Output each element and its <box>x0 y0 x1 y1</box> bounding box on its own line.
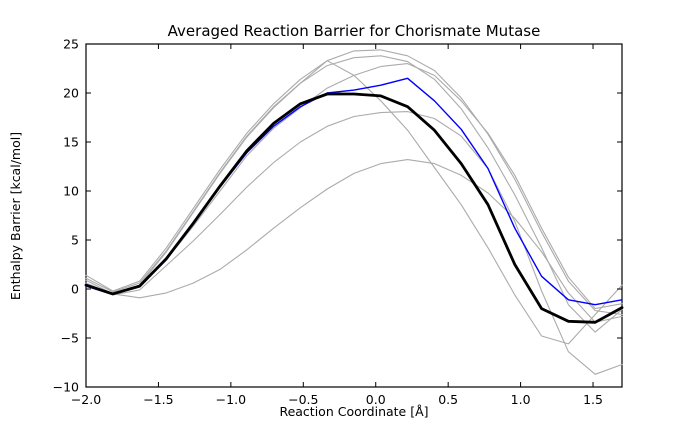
x-tick-label: 1.5 <box>583 392 603 407</box>
y-tick-label: −5 <box>61 331 79 346</box>
x-tick-label: 0.5 <box>438 392 458 407</box>
x-axis-label: Reaction Coordinate [Å] <box>279 404 428 419</box>
plot-area-frame <box>85 43 623 388</box>
y-tick-label: 25 <box>63 37 79 52</box>
y-tick-label: 0 <box>71 282 79 297</box>
series-line-individual-run-3 <box>85 60 623 345</box>
x-tick-label: −0.5 <box>288 392 318 407</box>
series-line-individual-run-6 <box>85 159 623 323</box>
y-axis-label: Enthalpy Barrier [kcal/mol] <box>8 132 23 300</box>
y-tick-label: 20 <box>63 86 79 101</box>
x-tick-label: −2.0 <box>71 392 101 407</box>
series-line-highlighted-run <box>85 77 623 306</box>
series-lines <box>84 49 624 375</box>
x-tick-label: −1.5 <box>143 392 173 407</box>
series-line-individual-run-5 <box>85 111 623 375</box>
x-tick-label: 1.0 <box>511 392 531 407</box>
series-line-individual-run-2 <box>85 55 623 333</box>
y-tick-label: 15 <box>63 135 79 150</box>
y-tick-label: 10 <box>63 184 79 199</box>
series-line-individual-run-1 <box>85 49 623 316</box>
series-line-individual-run-4 <box>85 63 623 310</box>
x-tick-label: 0.0 <box>366 392 386 407</box>
chart-title: Averaged Reaction Barrier for Chorismate… <box>168 22 541 40</box>
y-tick-label: 5 <box>71 233 79 248</box>
y-tick-label: −10 <box>53 380 79 395</box>
x-tick-label: −1.0 <box>216 392 246 407</box>
tick-labels: −2.0 −1.5 −1.0 −0.5 0.0 0.5 1.0 1.5 −10 −5 0 5 10 15 2… <box>53 37 603 408</box>
series-line-averaged-barrier <box>84 92 624 324</box>
tick-marks <box>85 43 622 388</box>
